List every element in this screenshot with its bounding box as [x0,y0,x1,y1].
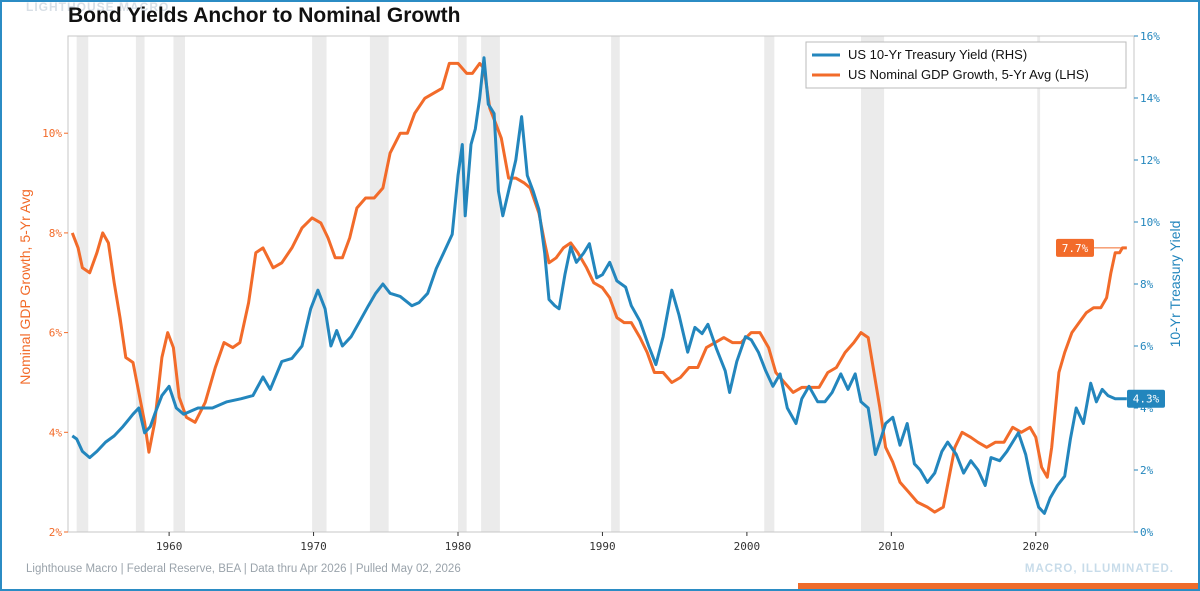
recession-band [458,36,467,532]
right-tick-label: 6% [1140,340,1154,353]
right-tick-label: 10% [1140,216,1160,229]
series-lines [70,56,1127,515]
yield-end-label: 4.3% [1133,393,1160,406]
gdp-end-label: 7.7% [1062,242,1089,255]
tagline-watermark: MACRO, ILLUMINATED. [1024,563,1174,575]
recession-band [312,36,327,532]
right-tick-label: 14% [1140,92,1160,105]
right-tick-label: 16% [1140,30,1160,43]
recession-band [764,36,775,532]
left-tick-label: 2% [49,526,63,539]
legend-box [805,41,1127,89]
legend: US 10-Yr Treasury Yield (RHS) US Nominal… [805,41,1127,89]
legend-label-yield: US 10-Yr Treasury Yield (RHS) [848,47,1027,62]
gdp-end-badge [1056,238,1094,257]
left-tick-label: 4% [49,426,63,439]
plot-area [67,35,1135,533]
recession-band [369,36,389,532]
right-tick-label: 2% [1140,464,1154,477]
x-tick-label: 2010 [878,540,905,553]
left-axis-title: Nominal GDP Growth, 5-Yr Avg [17,189,33,385]
series-line-gdp [70,61,1127,514]
left-axis-ticks: 2% 4% 6% 8% 10% [42,127,68,539]
series-line-yield [71,56,1127,515]
x-tick-label: 2020 [1023,540,1050,553]
watermark-top: LIGHTHOUSE MACRO [26,0,170,14]
left-tick-label: 8% [49,227,63,240]
x-tick-label: 1990 [589,540,616,553]
recession-band [135,36,145,532]
recession-band [611,36,620,532]
chart-title: Bond Yields Anchor to Nominal Growth [68,4,461,27]
accent-bar [798,583,1198,589]
x-tick-label: 1980 [445,540,472,553]
end-labels: 4.3% 7.7% [1056,238,1165,408]
x-tick-label: 2000 [734,540,761,553]
left-tick-label: 10% [42,127,62,140]
right-tick-label: 0% [1140,526,1154,539]
x-axis-ticks: 1960 1970 1980 1990 2000 2010 2020 [156,532,1049,553]
right-axis-title: 10-Yr Treasury Yield [1167,221,1183,348]
legend-label-gdp: US Nominal GDP Growth, 5-Yr Avg (LHS) [848,67,1089,82]
recession-band [861,36,885,532]
right-tick-label: 8% [1140,278,1154,291]
recession-band [1037,36,1041,532]
right-axis-ticks: 0%2%4%6%8%10%12%14%16% [1134,30,1160,539]
x-tick-label: 1960 [156,540,183,553]
recession-band [76,36,89,532]
right-tick-label: 12% [1140,154,1160,167]
recession-shading [76,36,1041,532]
recession-band [173,36,185,532]
x-tick-label: 1970 [300,540,327,553]
source-footer: Lighthouse Macro | Federal Reserve, BEA … [26,563,461,575]
left-tick-label: 6% [49,327,63,340]
yield-end-badge [1127,389,1165,408]
